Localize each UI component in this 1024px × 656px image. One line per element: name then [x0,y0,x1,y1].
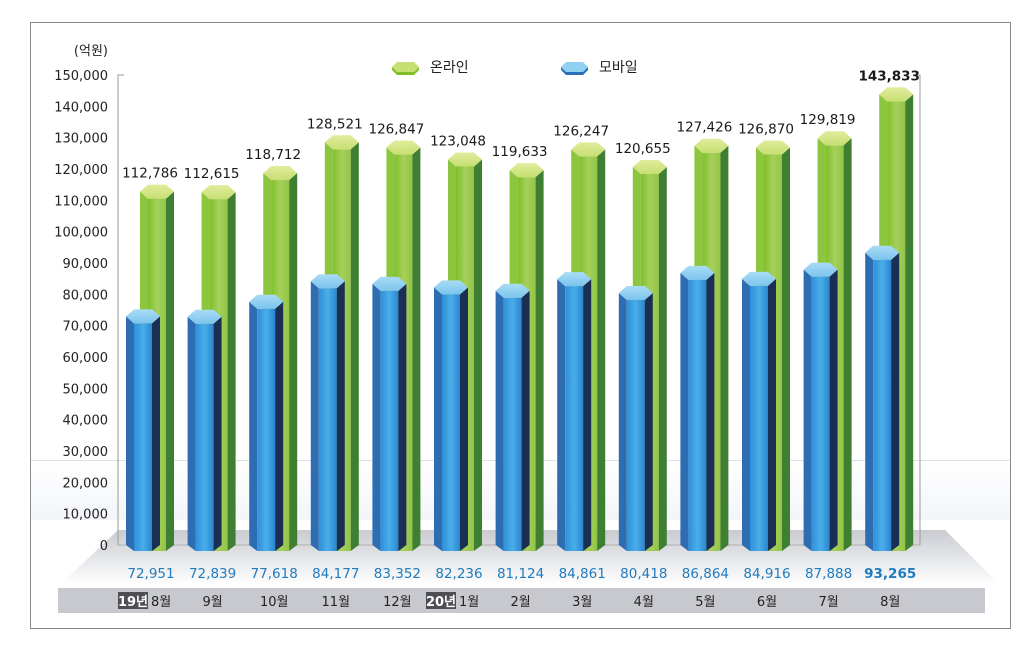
data-label-mobile: 82,236 [435,566,482,582]
y-tick-label: 60,000 [63,351,109,366]
data-label-mobile: 84,177 [312,566,359,582]
y-tick-label: 10,000 [63,508,109,523]
bar-mobile [803,262,838,551]
data-label-mobile: 83,352 [374,566,421,582]
data-label-mobile: 81,124 [497,566,544,582]
bar-mobile [495,283,530,551]
y-tick-label: 0 [100,539,108,554]
data-label-mobile: 87,888 [805,566,852,582]
data-label-online: 127,426 [676,120,732,136]
y-tick-label: 70,000 [63,320,109,335]
bar-mobile [618,286,653,551]
data-label-online: 112,786 [122,166,178,182]
bar-mobile [126,309,160,551]
bar-mobile [187,309,222,551]
data-label-mobile: 86,864 [682,566,729,582]
x-tick-label: 10월 [260,595,289,610]
x-tick-label: 6월 [757,595,777,610]
data-label-mobile: 93,265 [864,566,916,582]
x-tick-label: 7월 [818,595,838,610]
x-tick-label: 8월 [880,595,900,610]
y-tick-label: 120,000 [54,163,108,178]
y-tick-label: 20,000 [63,476,109,491]
right-axis-line [914,74,921,545]
bar-mobile [310,274,345,551]
bar-mobile [372,276,407,551]
legend-swatch-mobile [561,62,588,75]
bar-mobile [680,265,715,551]
y-tick-label: 110,000 [54,194,108,209]
y-unit-label: (억원) [74,44,108,59]
y-tick-label: 130,000 [54,132,108,147]
y-tick-label: 90,000 [63,257,109,272]
bar-mobile [434,280,468,551]
legend-swatch-online [392,62,419,75]
data-label-mobile: 72,951 [127,566,174,582]
legend-item-online: 온라인 [392,60,469,76]
data-label-mobile: 84,916 [743,566,790,582]
data-label-online: 126,870 [738,121,794,137]
y-tick-label: 40,000 [63,414,109,429]
x-tick-label: 3월 [572,595,592,610]
year-badge-label: 19년 [118,595,148,610]
y-tick-label: 150,000 [54,69,108,84]
x-tick-label: 8월 [151,595,171,610]
data-label-mobile: 72,839 [189,566,236,582]
x-tick-label: 4월 [634,595,654,610]
bar-mobile [249,294,284,551]
data-label-online: 126,247 [553,123,609,139]
data-label-online: 119,633 [492,144,548,160]
data-label-online: 128,521 [307,116,363,132]
x-tick-label: 9월 [202,595,222,610]
data-label-online: 126,847 [368,122,424,138]
data-label-online: 112,615 [184,166,240,182]
legend-label-online: 온라인 [430,60,469,76]
legend-label-mobile: 모바일 [599,60,638,76]
year-badge [118,592,148,609]
x-tick-label: 1월 [459,595,479,610]
data-label-mobile: 84,861 [559,566,606,582]
y-tick-label: 30,000 [63,445,109,460]
data-label-online: 123,048 [430,133,486,149]
bar-mobile [865,245,900,552]
y-tick-label: 50,000 [63,382,109,397]
x-tick-label: 2월 [510,595,530,610]
data-label-online: 120,655 [615,141,671,157]
y-tick-label: 100,000 [54,226,108,241]
legend: 온라인 모바일 [392,60,638,76]
bar-mobile [557,272,592,551]
month-band [58,588,985,613]
x-tick-label: 5월 [695,595,715,610]
data-label-mobile: 80,418 [620,566,667,582]
bars [126,87,914,552]
data-label-online: 118,712 [245,147,301,163]
legend-item-mobile: 모바일 [561,60,638,76]
x-tick-labels: 19년 8월 9월 10월 11월 12월 20년 1월 2월 3월 4월 5월 6월 7월 8월 [118,592,900,610]
x-tick-label: 11월 [322,595,351,610]
y-tick-label: 140,000 [54,100,108,115]
data-label-mobile: 77,618 [251,566,298,582]
y-ticks: 0 10,000 20,000 30,000 40,000 50,000 60,000 70,… [54,69,108,554]
data-label-online: 143,833 [858,68,920,84]
data-label-online: 129,819 [800,112,856,128]
data-labels: 112,786 72,951 112,615 72,839 118,712 77,618 1… [122,68,920,582]
y-tick-label: 80,000 [63,288,109,303]
year-badge-label: 20년 [426,595,456,610]
year-badge [426,592,456,609]
bar-mobile [742,271,776,551]
x-tick-label: 12월 [383,595,412,610]
